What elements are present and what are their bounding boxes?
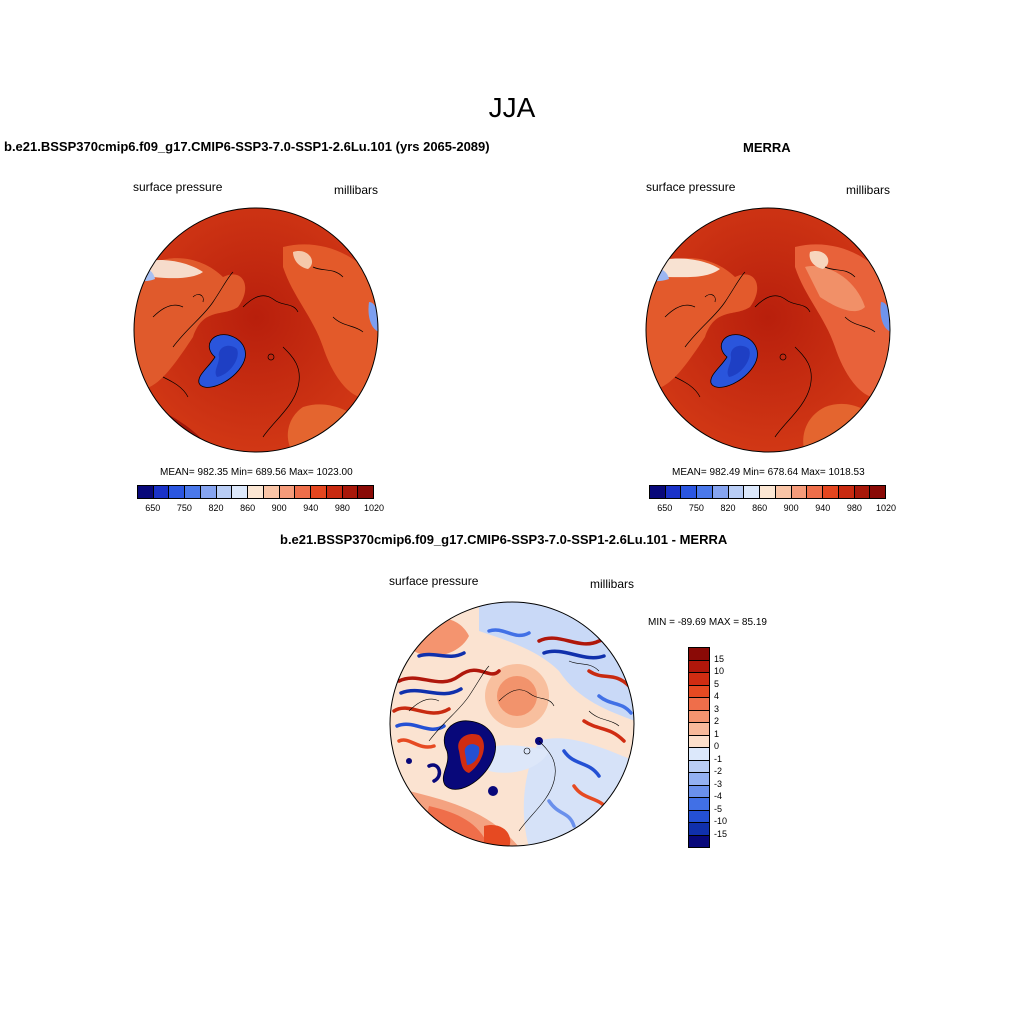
model-colorbar-swatch [200,486,217,498]
obs-colorbar-tick-label: 750 [688,503,704,513]
diff-colorbar-tick-label: -3 [714,778,723,789]
diff-colorbar-tick-label: 5 [714,678,720,689]
obs-colorbar-swatch [728,486,745,498]
model-colorbar-swatch [216,486,233,498]
diff-colorbar-swatch [689,835,709,847]
diff-colorbar-swatch [689,748,709,761]
model-colorbar-tick-label: 1020 [363,503,385,513]
obs-colorbar-tick-label: 940 [815,503,831,513]
diff-colorbar-swatch [689,710,709,723]
diff-colorbar-swatch [689,760,709,773]
obs-colorbar-tick-label: 1020 [875,503,897,513]
obs-colorbar-swatch [744,486,761,498]
diff-colorbar-swatch [689,785,709,798]
model-colorbar-tick-label: 750 [176,503,192,513]
model-colorbar-tick-label: 860 [240,503,256,513]
obs-colorbar-tick-label: 900 [783,503,799,513]
obs-colorbar-swatch [650,486,666,498]
figure-title: JJA [488,92,536,123]
diff-colorbar-tick-label: 3 [714,703,720,714]
diff-colorbar-swatch [689,648,709,661]
obs-colorbar-swatch [854,486,871,498]
model-colorbar-swatch [279,486,296,498]
model-colorbar: 650 750 820 860 900 940 980 1020 [137,485,384,513]
model-colorbar-swatch [263,486,280,498]
diff-variable-label: surface pressure [389,574,479,588]
obs-variable-label: surface pressure [646,180,736,194]
diff-colorbar-tick-label: 4 [714,691,720,701]
diff-stats: MIN = -89.69 MAX = 85.19 [648,617,767,628]
obs-colorbar-tick-label: 980 [846,503,862,513]
obs-colorbar-swatch [712,486,729,498]
model-colorbar-tick-label: 650 [145,503,161,513]
obs-colorbar-tick-label: 860 [752,503,768,513]
obs-panel-title: MERRA [743,140,791,155]
diff-colorbar-tick-label: -1 [714,753,723,764]
obs-polar-map [645,207,891,453]
diff-colorbar-tick-label: -2 [714,766,723,776]
obs-colorbar-swatch [760,486,776,498]
obs-colorbar-swatch [681,486,698,498]
diff-polar-map [389,601,635,847]
model-colorbar-swatch [311,486,327,498]
model-units-label: millibars [334,183,379,197]
diff-colorbar-swatch [689,673,709,686]
obs-colorbar-swatch [665,486,682,498]
obs-colorbar-swatch [775,486,792,498]
model-colorbar-swatch [358,486,374,498]
model-stats: MEAN= 982.35 Min= 689.56 Max= 1023.00 [160,467,353,478]
diff-colorbar-tick-label: -4 [714,791,723,801]
obs-colorbar-swatch [697,486,713,498]
diff-colorbar-swatch [689,660,709,673]
model-colorbar-swatch [232,486,249,498]
model-colorbar-swatch [185,486,201,498]
obs-colorbar-swatch [791,486,808,498]
obs-colorbar: 650 750 820 860 900 940 980 1020 [649,485,896,513]
obs-colorbar-tick-label: 820 [720,503,736,513]
obs-colorbar-tick-label: 650 [657,503,673,513]
diff-colorbar-tick-label: 1 [714,728,720,739]
model-colorbar-swatch [138,486,154,498]
model-colorbar-swatch [295,486,312,498]
diff-colorbar-tick-label: 10 [714,666,725,676]
model-colorbar-swatch [248,486,264,498]
diff-colorbar: 15 10 5 4 3 2 1 0 -1 -2 -3 -4 -5 -10 -15 [688,647,727,848]
diff-colorbar-swatch [689,810,709,823]
model-colorbar-tick-label: 940 [303,503,319,513]
diff-colorbar-swatch [689,773,709,786]
model-colorbar-tick-label: 900 [271,503,287,513]
obs-stats: MEAN= 982.49 Min= 678.64 Max= 1018.53 [672,467,865,478]
model-colorbar-tick-label: 820 [208,503,224,513]
diff-colorbar-swatch [689,823,709,836]
diff-colorbar-tick-label: 2 [714,716,720,726]
diff-colorbar-swatch [689,698,709,711]
diff-colorbar-tick-label: 0 [714,741,720,751]
model-variable-label: surface pressure [133,180,223,194]
diff-colorbar-swatch [689,723,709,736]
model-colorbar-swatch [342,486,359,498]
diff-colorbar-tick-label: 15 [714,653,725,664]
model-colorbar-tick-label: 980 [334,503,350,513]
model-colorbar-swatch [169,486,186,498]
model-panel-title: b.e21.BSSP370cmip6.f09_g17.CMIP6-SSP3-7.… [4,139,490,154]
obs-colorbar-swatch [870,486,886,498]
obs-colorbar-swatch [838,486,855,498]
diff-colorbar-swatch [689,685,709,698]
obs-units-label: millibars [846,183,891,197]
diff-colorbar-swatch [689,735,709,748]
obs-colorbar-swatch [823,486,839,498]
diff-panel-title: b.e21.BSSP370cmip6.f09_g17.CMIP6-SSP3-7.… [280,532,728,547]
diff-colorbar-tick-label: -15 [714,828,728,839]
diff-colorbar-swatch [689,798,709,811]
model-polar-map [133,207,379,453]
obs-colorbar-swatch [807,486,824,498]
model-colorbar-swatch [153,486,170,498]
diff-colorbar-tick-label: -10 [714,816,728,826]
model-colorbar-swatch [326,486,343,498]
diff-colorbar-tick-label: -5 [714,803,723,814]
diff-units-label: millibars [590,577,635,591]
